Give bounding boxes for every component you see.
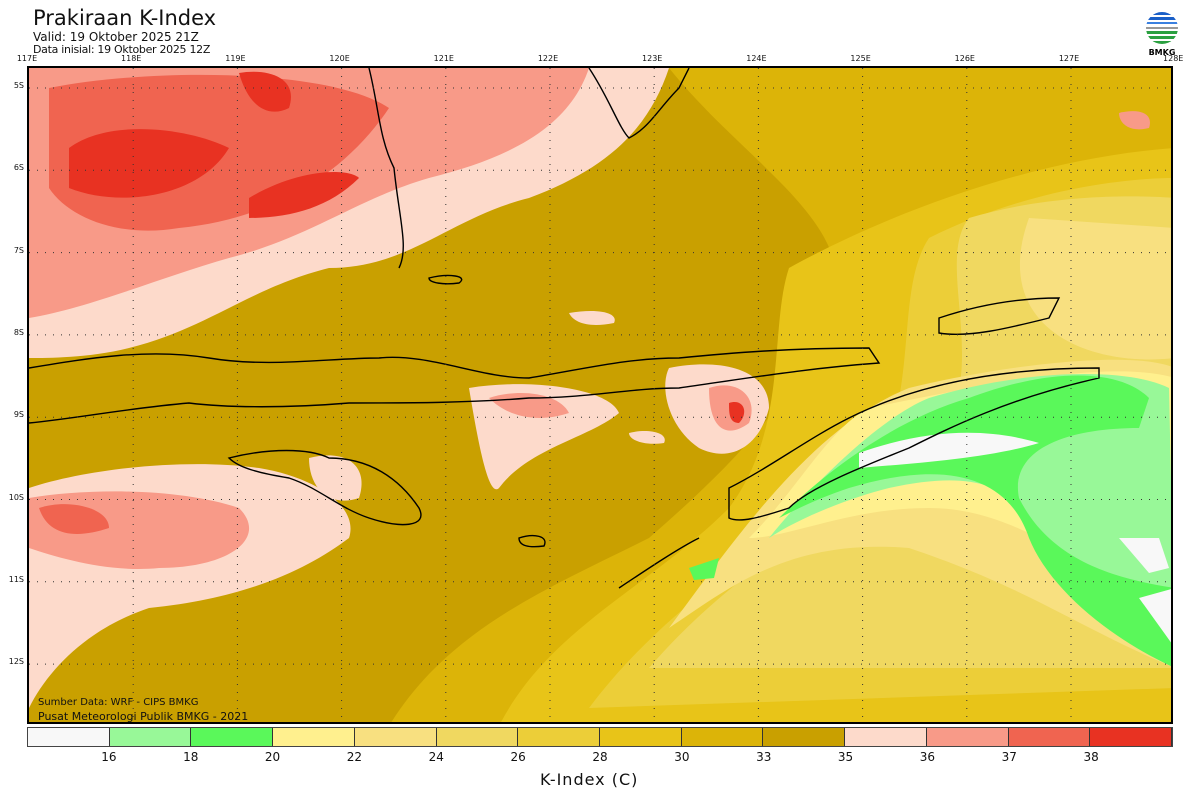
legend-title: K-Index (C) <box>540 770 639 789</box>
legend-swatch <box>1008 728 1091 746</box>
lon-tick-label: 127E <box>1058 54 1080 63</box>
logo-text: BMKG <box>1148 48 1176 57</box>
map-title: Prakiraan K-Index <box>33 6 217 30</box>
lon-tick-label: 119E <box>225 54 246 63</box>
lat-tick-label: 12S <box>8 657 24 667</box>
data-source: Sumber Data: WRF - CIPS BMKG <box>38 697 199 708</box>
legend-label: 24 <box>428 750 444 764</box>
legend-swatch <box>763 728 846 746</box>
bmkg-logo: BMKG <box>1144 10 1180 57</box>
legend-swatch <box>681 728 764 746</box>
lon-tick-label: 125E <box>850 54 871 63</box>
lat-tick-label: 6S <box>13 163 24 173</box>
legend-label: 36 <box>919 750 936 764</box>
legend-label: 26 <box>510 750 526 764</box>
initial-data-time: Data inisial: 19 Oktober 2025 12Z <box>33 43 211 56</box>
legend-label: 33 <box>756 750 772 764</box>
lat-tick-label: 7S <box>13 245 24 255</box>
lon-tick-label: 128E <box>1163 54 1184 63</box>
lat-tick-label: 11S <box>8 574 24 584</box>
lon-tick-label: 124E <box>746 54 767 63</box>
legend-swatch <box>845 728 927 746</box>
legend-label: 18 <box>183 750 199 764</box>
legend-swatch <box>109 728 192 746</box>
legend-label: 38 <box>1083 750 1099 764</box>
legend-label: 37 <box>1001 750 1017 764</box>
k-index-map <box>27 66 1173 724</box>
lat-tick-label: 8S <box>13 327 24 337</box>
legend-label: 20 <box>264 750 281 764</box>
legend-label: 28 <box>592 750 608 764</box>
legend-swatch <box>518 728 601 746</box>
color-legend <box>27 727 1173 747</box>
lat-tick-label: 9S <box>13 410 24 420</box>
legend-label: 35 <box>837 750 854 764</box>
credit: Pusat Meteorologi Publik BMKG - 2021 <box>38 710 249 723</box>
lon-tick-label: 121E <box>433 54 454 63</box>
legend-swatch <box>600 728 682 746</box>
lon-tick-label: 123E <box>642 54 663 63</box>
legend-swatch <box>1090 728 1173 746</box>
legend-label: 16 <box>101 750 117 764</box>
lon-tick-label: 122E <box>537 54 559 63</box>
lon-tick-label: 118E <box>121 54 142 63</box>
legend-label: 30 <box>674 750 690 764</box>
valid-time: Valid: 19 Oktober 2025 21Z <box>33 30 199 44</box>
lon-tick-label: 117E <box>16 54 38 63</box>
legend-swatch <box>436 728 519 746</box>
legend-label: 22 <box>346 750 363 764</box>
lon-tick-label: 120E <box>329 54 350 63</box>
lat-tick-label: 5S <box>13 81 24 90</box>
legend-swatch <box>354 728 437 746</box>
legend-swatch <box>273 728 355 746</box>
legend-swatch <box>191 728 274 746</box>
lat-tick-label: 10S <box>8 492 24 502</box>
lon-tick-label: 126E <box>954 54 975 63</box>
legend-swatch <box>926 728 1009 746</box>
legend-swatch <box>28 728 110 746</box>
